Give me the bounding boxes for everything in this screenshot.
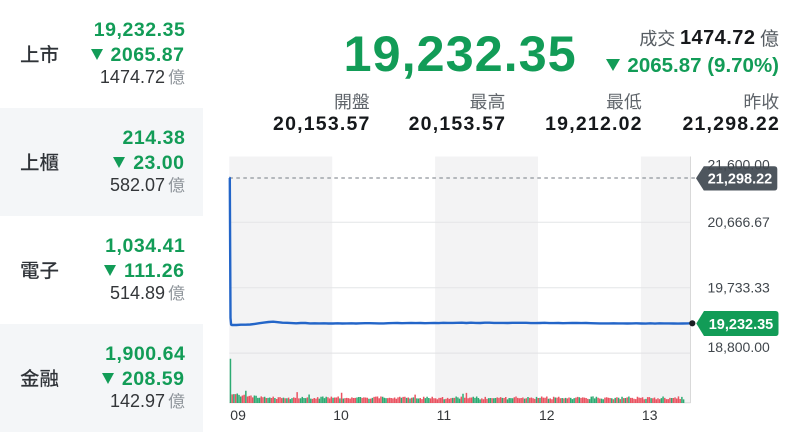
svg-text:12: 12: [539, 407, 555, 423]
svg-text:09: 09: [230, 407, 246, 423]
svg-text:19,733.33: 19,733.33: [708, 279, 770, 295]
svg-text:21,600.00: 21,600.00: [708, 157, 770, 173]
svg-text:18,800.00: 18,800.00: [708, 339, 770, 355]
svg-text:21,298.22: 21,298.22: [708, 172, 773, 188]
svg-text:20,666.67: 20,666.67: [708, 214, 770, 230]
svg-text:19,232.35: 19,232.35: [709, 317, 774, 333]
svg-text:13: 13: [642, 407, 658, 423]
svg-text:10: 10: [333, 407, 349, 423]
svg-text:11: 11: [437, 407, 452, 423]
